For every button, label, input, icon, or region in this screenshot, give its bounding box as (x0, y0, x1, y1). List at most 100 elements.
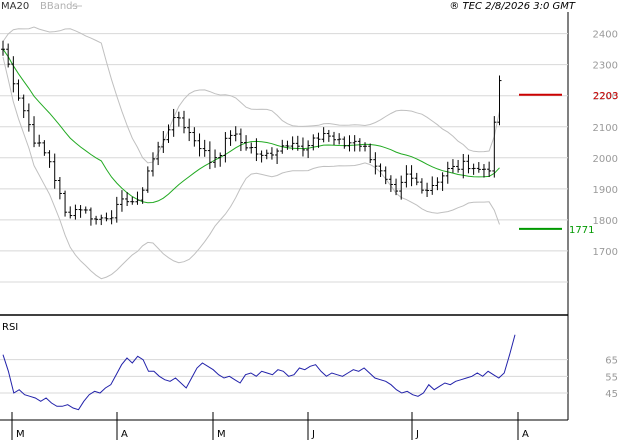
ohlc-bar (47, 150, 52, 168)
ohlc-bar (409, 165, 414, 187)
ohlc-bar (295, 135, 300, 151)
ohlc-bar (21, 94, 26, 119)
ohlc-bar (207, 141, 212, 170)
ohlc-bar (264, 149, 269, 160)
ohlc-bar (52, 153, 57, 189)
ohlc-bar (57, 177, 62, 200)
bbands-lower-line (2, 56, 500, 280)
ohlc-bar (125, 192, 130, 206)
ohlc-bar (311, 134, 316, 151)
ohlc-bar (99, 214, 104, 226)
ohlc-bar (244, 135, 249, 151)
ma20-legend-label: MA20 (1, 1, 29, 12)
rsi-polyline (2, 334, 516, 411)
ohlc-bar (6, 43, 11, 68)
rsi-grid: 65 55 45 (0, 356, 618, 400)
ohlc-bar (135, 191, 140, 205)
ohlc-bar (16, 79, 21, 101)
ohlc-bar (481, 164, 486, 178)
ma20-line (2, 48, 500, 204)
ohlc-bar (37, 134, 42, 147)
rsi-tick-label: 45 (605, 389, 618, 400)
ohlc-bar (337, 133, 342, 145)
ohlc-bar (1, 40, 5, 56)
ohlc-bar (435, 177, 440, 191)
ohlc-bar (461, 153, 466, 179)
ohlc-bar (399, 175, 404, 200)
ohlc-bar (456, 159, 461, 173)
ohlc-bar (373, 152, 378, 175)
support-label: 1771 (569, 225, 594, 236)
ohlc-bar (476, 162, 481, 173)
ohlc-bar (440, 172, 445, 191)
month-label: M (16, 429, 25, 440)
ohlc-bar (26, 103, 31, 132)
ohlc-bar (450, 159, 455, 173)
month-label: M (217, 429, 226, 440)
ohlc-bar (213, 149, 218, 168)
ohlc-bar (114, 196, 119, 223)
ohlc-bar (83, 206, 88, 214)
ohlc-bar (171, 108, 176, 137)
price-tick-label: 1900 (593, 185, 618, 196)
ohlc-bar (300, 137, 305, 157)
ohlc-bar (228, 130, 233, 146)
ohlc-bar (68, 206, 73, 219)
ohlc-bar (32, 116, 37, 148)
price-tick-label: 2100 (593, 123, 618, 134)
month-label: A (121, 429, 128, 440)
price-tick-label: 2300 (593, 61, 618, 72)
ohlc-bar (238, 128, 243, 152)
ohlc-bar (182, 110, 187, 134)
ohlc-bar (145, 166, 150, 193)
ohlc-bar (368, 143, 373, 164)
ohlc-bar (233, 126, 238, 142)
ohlc-bar (378, 163, 383, 177)
ohlc-bars (1, 40, 502, 226)
ohlc-bar (306, 140, 311, 159)
ohlc-bar (342, 136, 347, 149)
month-label: J (311, 429, 315, 440)
ohlc-bar (280, 139, 285, 154)
ohlc-bar (78, 205, 83, 218)
ohlc-bar (269, 147, 274, 160)
ohlc-bar (290, 136, 295, 151)
ohlc-bar (466, 154, 471, 174)
rsi-tick-label: 65 (605, 356, 618, 367)
price-axis-ticks: 2400 2300 2200 2100 2000 1900 1800 1700 (593, 30, 618, 258)
rsi-panel-label: RSI (2, 322, 18, 333)
ohlc-bar (357, 138, 362, 152)
ohlc-bar (104, 212, 109, 222)
month-label: J (415, 429, 419, 440)
ohlc-bar (161, 130, 166, 153)
price-grid (0, 33, 568, 283)
ohlc-bar (94, 215, 99, 225)
ohlc-bar (119, 190, 124, 212)
ohlc-bar (285, 140, 290, 150)
ohlc-bar (254, 138, 259, 162)
ohlc-bar (487, 161, 492, 178)
ohlc-bar (363, 142, 368, 152)
price-tick-label: 1800 (593, 216, 618, 227)
ohlc-bar (109, 210, 114, 225)
rsi-tick-label: 55 (605, 372, 618, 383)
price-tick-label: 2000 (593, 154, 618, 165)
ohlc-bar (218, 152, 223, 167)
ohlc-bar (63, 190, 68, 217)
ohlc-bar (176, 111, 181, 127)
ohlc-bar (383, 166, 388, 185)
timestamp-label: ® TEC 2/8/2026 3:0 GMT (449, 1, 576, 12)
ohlc-bar (321, 127, 326, 143)
ohlc-bar (259, 150, 264, 163)
ohlc-bar (430, 176, 435, 195)
ohlc-bar (497, 75, 502, 126)
ohlc-bar (130, 196, 135, 205)
rsi-line (2, 334, 516, 411)
ohlc-bar (150, 152, 155, 177)
ma20-polyline (2, 48, 500, 204)
ohlc-bar (414, 172, 419, 186)
ohlc-bar (197, 133, 202, 157)
ohlc-bar (249, 142, 254, 154)
ohlc-bar (492, 116, 497, 178)
